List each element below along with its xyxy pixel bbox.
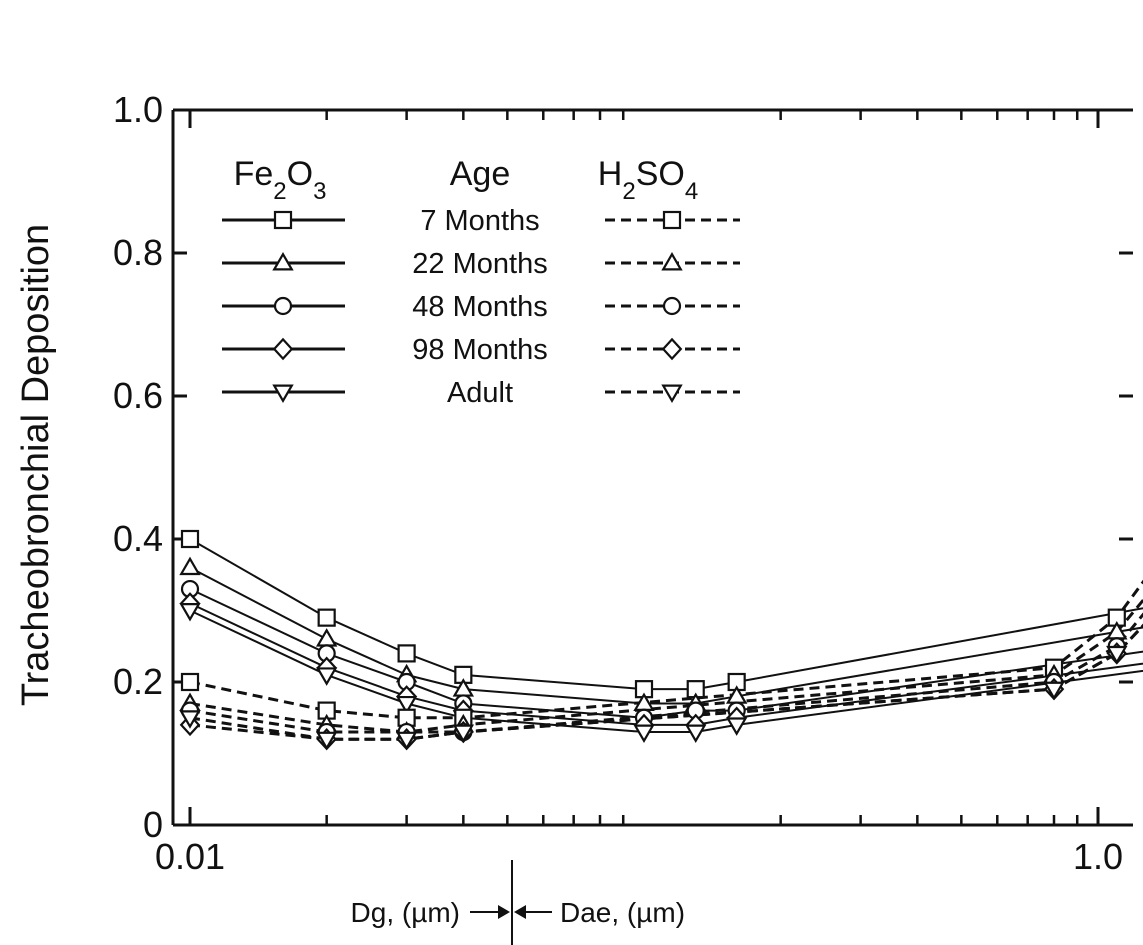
data-point <box>1106 645 1128 665</box>
arrow-right-head <box>498 905 510 919</box>
data-point <box>685 724 707 744</box>
y-tick-label: 0 <box>143 804 163 845</box>
legend-marker-solid <box>272 384 294 403</box>
data-point <box>180 529 200 549</box>
x-tick-label: 1.0 <box>1073 836 1123 877</box>
y-tick-label: 1.0 <box>113 89 163 130</box>
data-point <box>315 731 338 751</box>
data-point <box>315 628 338 647</box>
legend-age-label: 98 Months <box>412 334 547 366</box>
y-axis-label: Tracheobronchial Deposition <box>15 224 57 706</box>
legend-marker-dashed <box>662 210 682 230</box>
data-point <box>179 710 201 729</box>
legend-marker-dashed <box>661 384 683 403</box>
data-point <box>725 717 748 736</box>
y-tick-label: 0.8 <box>113 232 163 273</box>
legend-marker-solid <box>272 337 294 361</box>
data-point <box>452 724 475 744</box>
x-caption-left: Dg, (µm) <box>351 897 460 928</box>
arrow-left-head <box>514 905 526 919</box>
legend-header-left: Fe2O3 <box>234 155 327 205</box>
data-point <box>179 556 201 576</box>
series-markers <box>179 529 1128 751</box>
data-point <box>397 644 416 663</box>
legend: Fe2O3 Age H2SO4 7 Months 22 Months 48 Months 9… <box>222 155 740 945</box>
axes <box>171 108 1133 827</box>
data-point <box>1043 681 1065 701</box>
legend-marker-dashed <box>661 337 683 361</box>
x-caption-right: Dae, (µm) <box>560 897 685 928</box>
data-point <box>179 602 201 622</box>
data-point <box>315 667 338 686</box>
legend-age-label: Adult <box>447 377 513 409</box>
y-tick-label: 0.4 <box>113 518 163 559</box>
legend-age-label: 22 Months <box>412 248 547 280</box>
data-point <box>633 724 655 744</box>
legend-age-label: 7 Months <box>420 205 539 237</box>
legend-marker-dashed <box>662 296 682 316</box>
legend-age-label: 48 Months <box>412 291 547 323</box>
legend-header-right: H2SO4 <box>598 155 698 205</box>
data-point <box>317 608 336 627</box>
legend-marker-solid <box>272 252 294 271</box>
data-point <box>395 731 418 751</box>
y-tick-label: 0.6 <box>113 375 163 416</box>
legend-marker-solid <box>273 210 293 230</box>
ticks: 00.20.40.60.81.00.011.010 <box>113 89 1133 877</box>
legend-header-center: Age <box>450 155 511 193</box>
legend-marker-solid <box>273 296 293 316</box>
legend-marker-dashed <box>661 252 683 271</box>
data-point <box>180 672 200 692</box>
y-tick-label: 0.2 <box>113 661 163 702</box>
x-tick-label: 0.01 <box>155 836 225 877</box>
data-point <box>395 695 418 715</box>
